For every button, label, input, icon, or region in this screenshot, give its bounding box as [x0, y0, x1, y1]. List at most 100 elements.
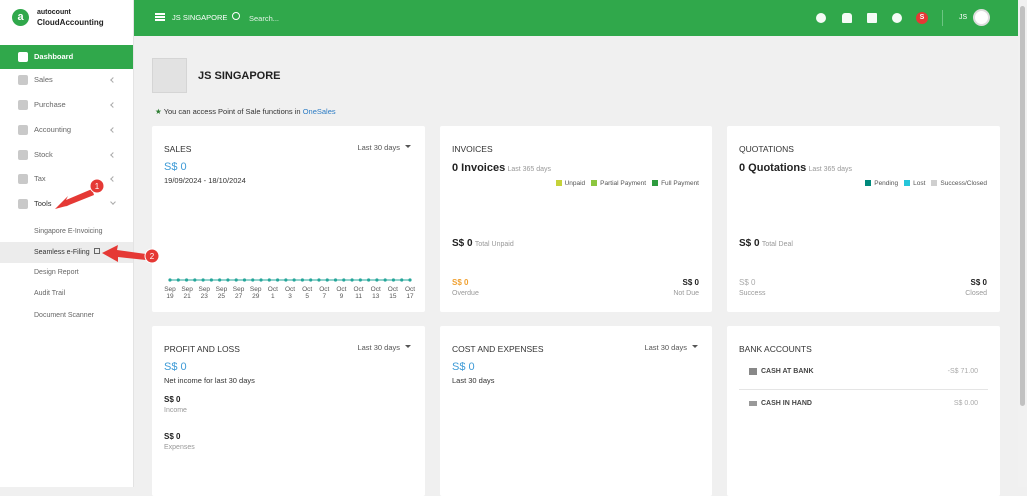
sales-point — [408, 278, 412, 282]
legend-swatch — [652, 180, 659, 186]
expenses-amount: S$ 0 — [164, 432, 181, 441]
menu-dashboard[interactable]: Dashboard — [0, 45, 133, 69]
header-company[interactable]: JS SINGAPORE — [172, 13, 228, 22]
apps-icon[interactable] — [867, 13, 877, 23]
card-title: SALES — [164, 144, 192, 154]
card-title: BANK ACCOUNTS — [739, 344, 812, 354]
not-due-amount: S$ 0 — [682, 278, 699, 287]
total-label: Total Unpaid — [474, 241, 514, 248]
sales-point — [275, 278, 280, 282]
card-title: INVOICES — [452, 144, 493, 154]
x-tick-label: 15 — [389, 293, 397, 300]
menu-label: Stock — [34, 150, 53, 159]
menu-purchase[interactable]: Purchase — [0, 93, 133, 117]
invoice-count: 0 Invoices — [452, 162, 506, 174]
sales-amount: S$ 0 — [164, 161, 187, 173]
submenu-item[interactable]: Singapore E-Invoicing — [34, 228, 103, 235]
user-name[interactable]: JS — [959, 14, 968, 21]
cost-expenses-card: COST AND EXPENSES Last 30 days S$ 0 Last… — [440, 326, 712, 496]
menu-toggle[interactable] — [155, 13, 165, 21]
sales-point — [242, 278, 247, 282]
cash-icon — [749, 401, 757, 406]
card-title: QUOTATIONS — [739, 144, 794, 154]
menu-tools[interactable]: Tools — [0, 192, 133, 216]
notification-icon[interactable] — [842, 13, 852, 23]
x-tick-label: Oct — [354, 286, 364, 293]
menu-stock[interactable]: Stock — [0, 143, 133, 167]
sales-point — [367, 278, 371, 282]
help-icon[interactable] — [816, 13, 826, 23]
menu-label: Tools — [34, 199, 52, 208]
scrollbar[interactable] — [1018, 0, 1027, 487]
x-tick-label: 21 — [184, 293, 192, 300]
x-tick-label: 27 — [235, 293, 243, 300]
submenu-item[interactable]: Seamless e-Filing — [0, 242, 133, 263]
expenses-label: Expenses — [164, 444, 195, 451]
submenu-item[interactable]: Document Scanner — [34, 312, 94, 319]
period: Last 365 days — [808, 166, 853, 173]
not-due-label: Not Due — [673, 290, 699, 297]
account-name[interactable]: CASH IN HAND — [761, 400, 812, 407]
sales-point — [300, 278, 305, 282]
menu-label: Purchase — [34, 100, 66, 109]
sales-point — [358, 278, 362, 282]
arrow — [102, 245, 146, 262]
badge[interactable]: S — [916, 12, 928, 24]
x-tick-label: 9 — [340, 293, 344, 300]
avatar[interactable] — [973, 9, 990, 26]
submenu-item[interactable]: Audit Trail — [34, 290, 66, 297]
divider — [739, 389, 988, 390]
notice: ★ You can access Point of Sale functions… — [155, 107, 336, 116]
menu-tax[interactable]: Tax — [0, 167, 133, 191]
income-label: Income — [164, 407, 187, 414]
x-tick-label: Oct — [319, 286, 329, 293]
net-income: S$ 0 — [164, 361, 187, 373]
total-unpaid: S$ 0 — [452, 238, 473, 249]
x-tick-label: 19 — [166, 293, 174, 300]
x-tick-label: Sep — [181, 286, 193, 293]
total-label: Total Deal — [761, 241, 793, 248]
annotation-number: 2 — [150, 252, 155, 261]
menu-label: Accounting — [34, 125, 72, 134]
x-tick-label: 11 — [355, 293, 362, 300]
x-tick-label: 29 — [252, 293, 260, 300]
annotation-number: 1 — [95, 182, 100, 191]
sales-point — [201, 278, 205, 282]
success-amount: S$ 0 — [739, 278, 756, 287]
sales-point — [309, 278, 313, 282]
legend-swatch — [555, 180, 562, 186]
period-dropdown[interactable]: Last 30 days — [357, 143, 411, 152]
legend: Pending Lost Success/Closed — [865, 180, 987, 187]
sales-point — [218, 278, 222, 282]
closed-label: Closed — [965, 290, 987, 297]
quotations-card: QUOTATIONS 0 Quotations Last 365 days Pe… — [727, 126, 1000, 312]
account-name[interactable]: CASH AT BANK — [761, 368, 814, 375]
search-icon — [232, 12, 240, 20]
invoices-card: INVOICES 0 Invoices Last 365 days Unpaid… — [440, 126, 712, 312]
sales-chart: Sep19Sep21Sep23Sep25Sep27Sep29Oct1Oct3Oc… — [164, 278, 415, 300]
x-tick-label: 1 — [271, 293, 275, 300]
menu-sales[interactable]: Sales — [0, 68, 133, 92]
submenu-item[interactable]: Design Report — [34, 269, 79, 276]
legend-label: Full Payment — [661, 180, 699, 187]
closed-amount: S$ 0 — [970, 278, 987, 287]
x-tick-label: 23 — [201, 293, 209, 300]
sales-point — [193, 278, 197, 282]
x-tick-label: Oct — [336, 286, 346, 293]
sales-point — [325, 278, 329, 282]
period-dropdown[interactable]: Last 30 days — [357, 343, 411, 352]
legend-label: Partial Payment — [600, 180, 647, 187]
sales-point — [292, 278, 296, 282]
settings-icon[interactable] — [892, 13, 902, 23]
x-tick-label: Oct — [285, 286, 295, 293]
search-input[interactable]: Search... — [249, 14, 280, 23]
menu-accounting[interactable]: Accounting — [0, 118, 133, 142]
x-tick-label: Oct — [302, 286, 312, 293]
notice-link[interactable]: OneSales — [302, 107, 336, 116]
sales-point — [284, 278, 288, 282]
sales-point — [259, 278, 263, 282]
date-range: 19/09/2024 - 18/10/2024 — [164, 176, 246, 185]
period-dropdown[interactable]: Last 30 days — [644, 343, 698, 352]
sidebar: a autocount CloudAccounting Dashboard Sa… — [0, 0, 134, 487]
